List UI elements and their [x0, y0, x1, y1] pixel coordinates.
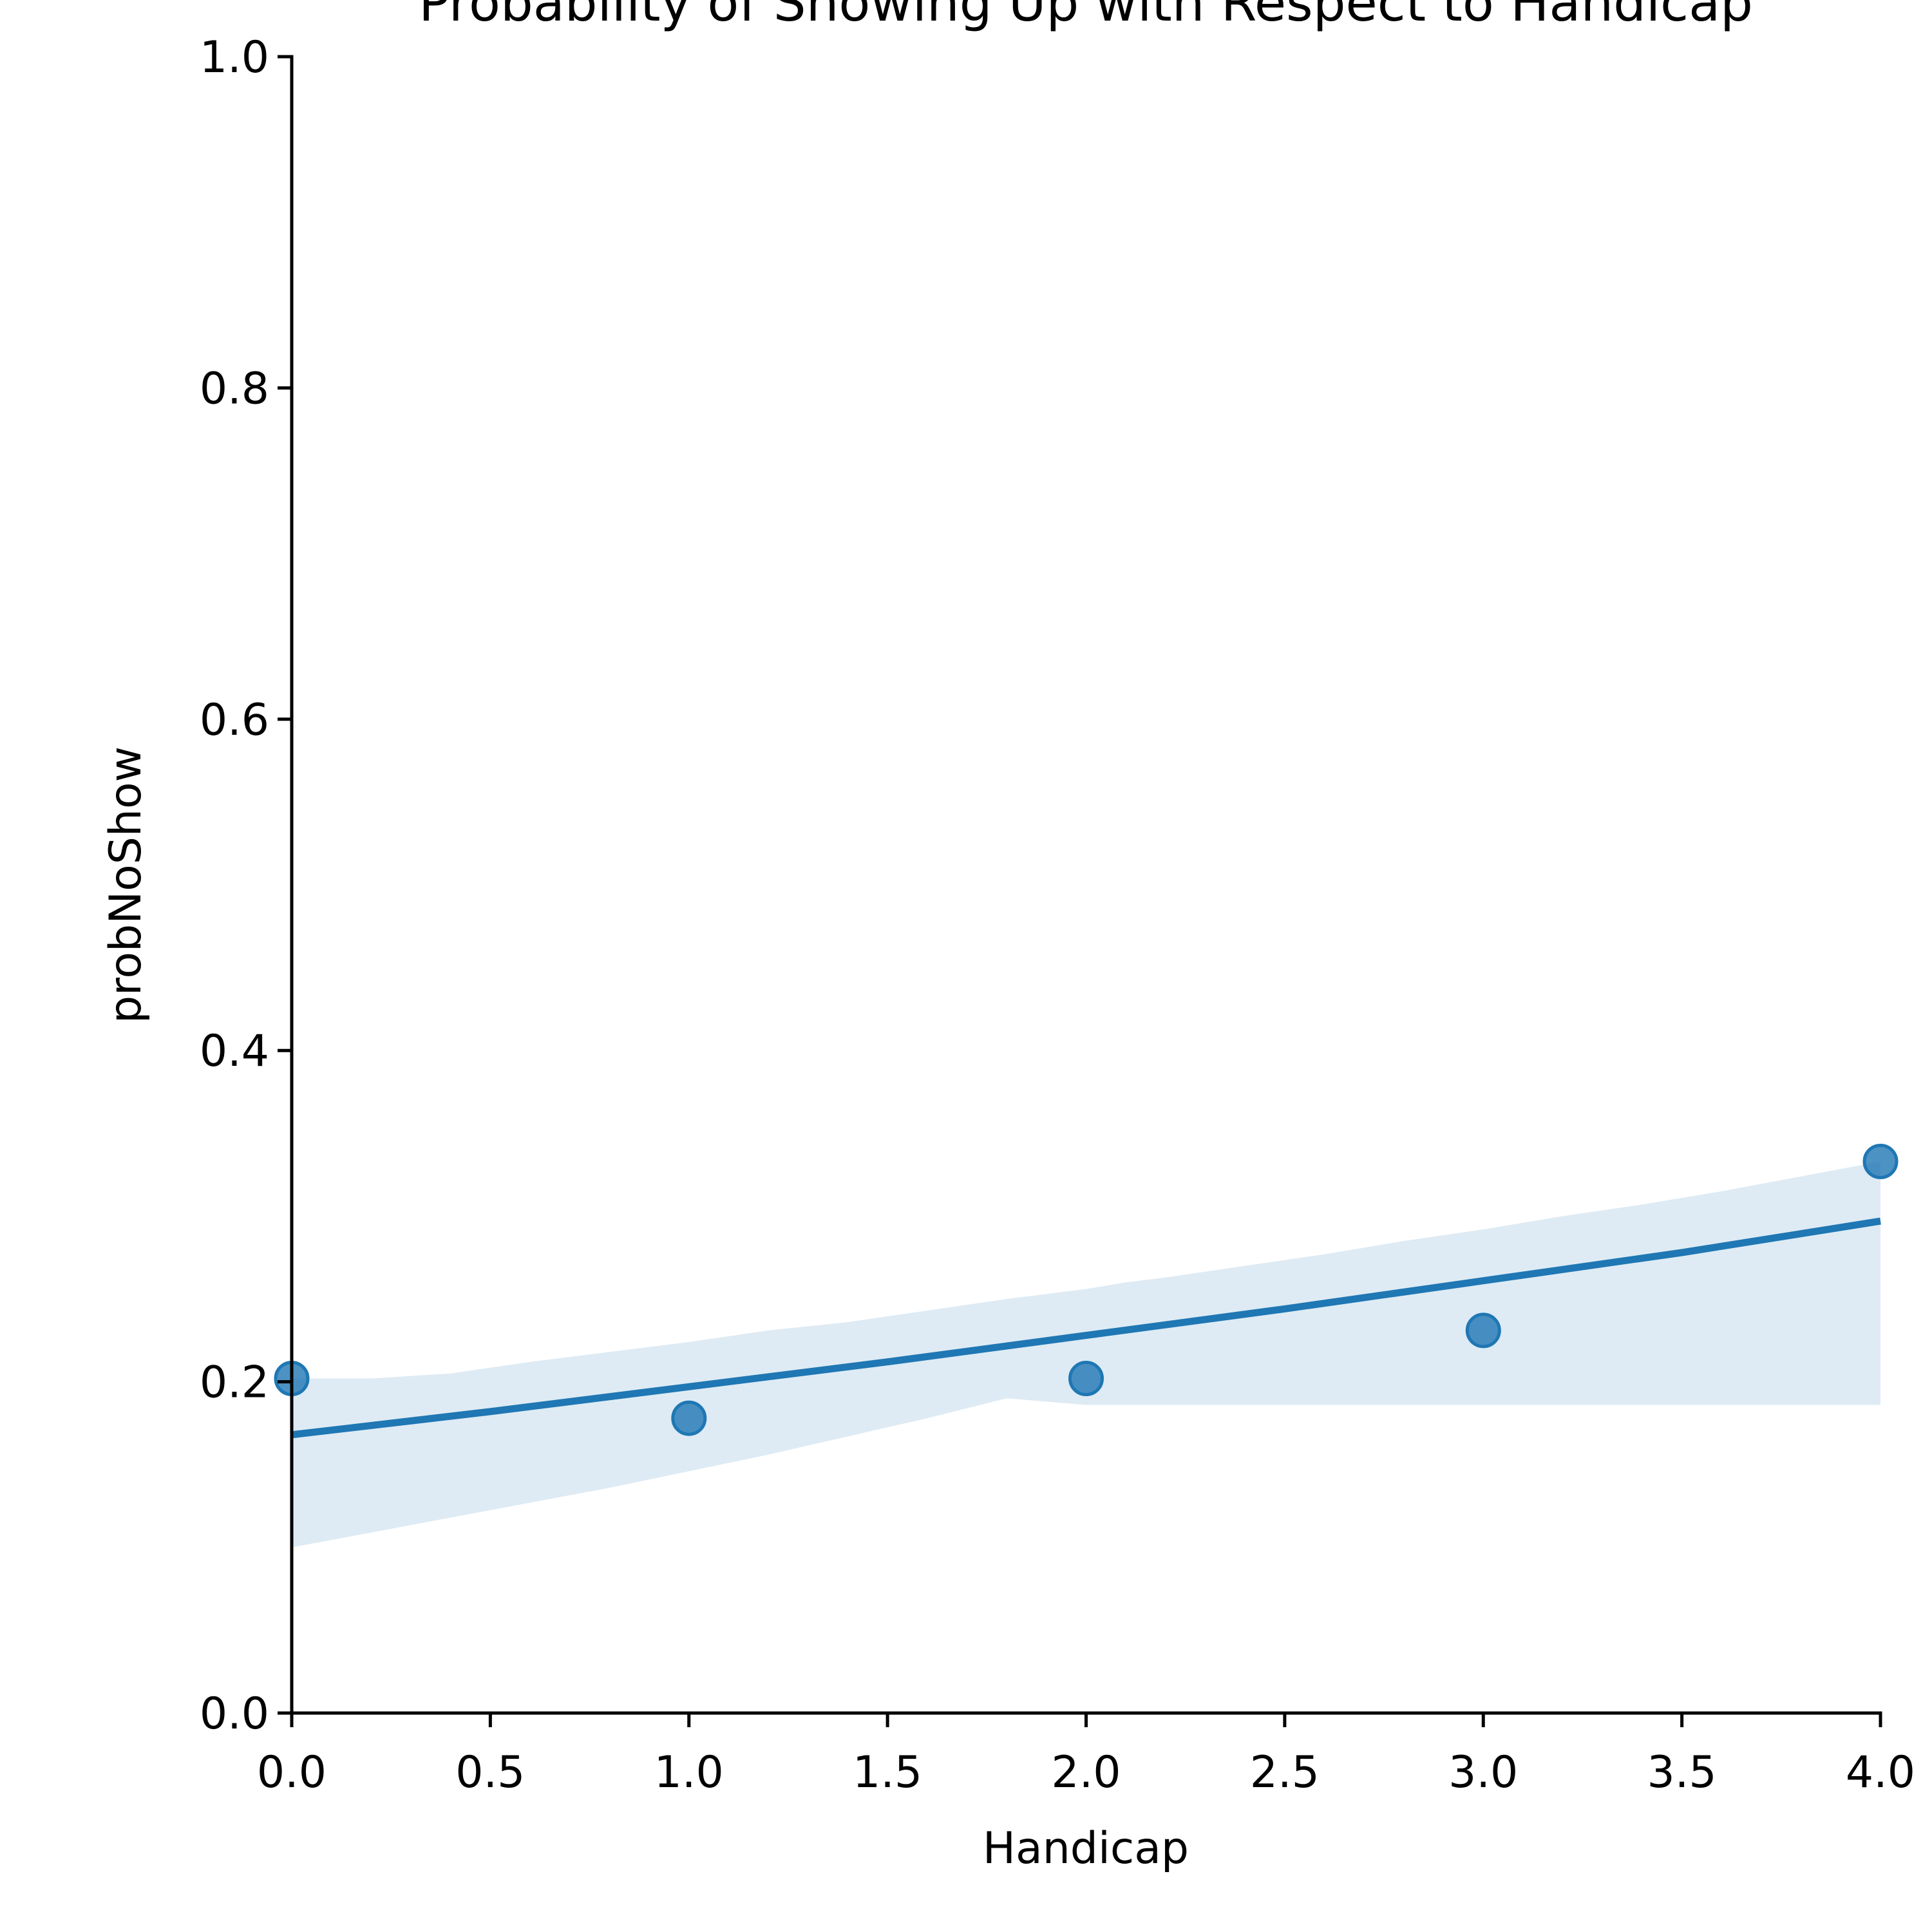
chart-title: Probability of Showing Up with Respect t… [419, 0, 1753, 33]
x-tick-label: 4.0 [1846, 1747, 1915, 1798]
x-tick-label: 2.0 [1051, 1747, 1121, 1798]
y-tick-label: 0.0 [200, 1689, 269, 1739]
x-ticks: 0.0 0.5 1.0 1.5 2.0 2.5 3.0 3.5 4.0 [257, 1713, 1915, 1798]
confidence-band-layer [292, 1161, 1880, 1548]
x-tick-label: 1.0 [654, 1747, 724, 1798]
y-tick-label: 1.0 [200, 32, 269, 83]
regression-line [291, 1217, 1881, 1439]
x-tick-label: 0.0 [257, 1747, 327, 1798]
y-tick-label: 0.8 [200, 363, 269, 414]
data-points-layer [274, 1144, 1899, 1436]
x-tick-label: 3.0 [1448, 1747, 1518, 1798]
x-tick-label: 2.5 [1250, 1747, 1320, 1798]
y-axis-label: probNoShow [100, 746, 151, 1023]
confidence-band [292, 1161, 1880, 1548]
y-tick-label: 0.6 [200, 695, 269, 746]
x-tick-label: 1.5 [853, 1747, 922, 1798]
y-ticks: 0.0 0.2 0.4 0.6 0.8 1.0 [200, 32, 292, 1739]
y-tick-label: 0.4 [200, 1026, 269, 1077]
data-point [671, 1400, 707, 1436]
data-point [1068, 1361, 1104, 1396]
data-point [1862, 1144, 1899, 1179]
data-point [1465, 1312, 1501, 1349]
x-axis-label: Handicap [983, 1823, 1189, 1874]
y-tick-label: 0.2 [200, 1358, 269, 1408]
x-tick-label: 3.5 [1647, 1747, 1717, 1798]
x-tick-label: 0.5 [455, 1747, 525, 1798]
regression-line-layer [291, 1217, 1881, 1439]
